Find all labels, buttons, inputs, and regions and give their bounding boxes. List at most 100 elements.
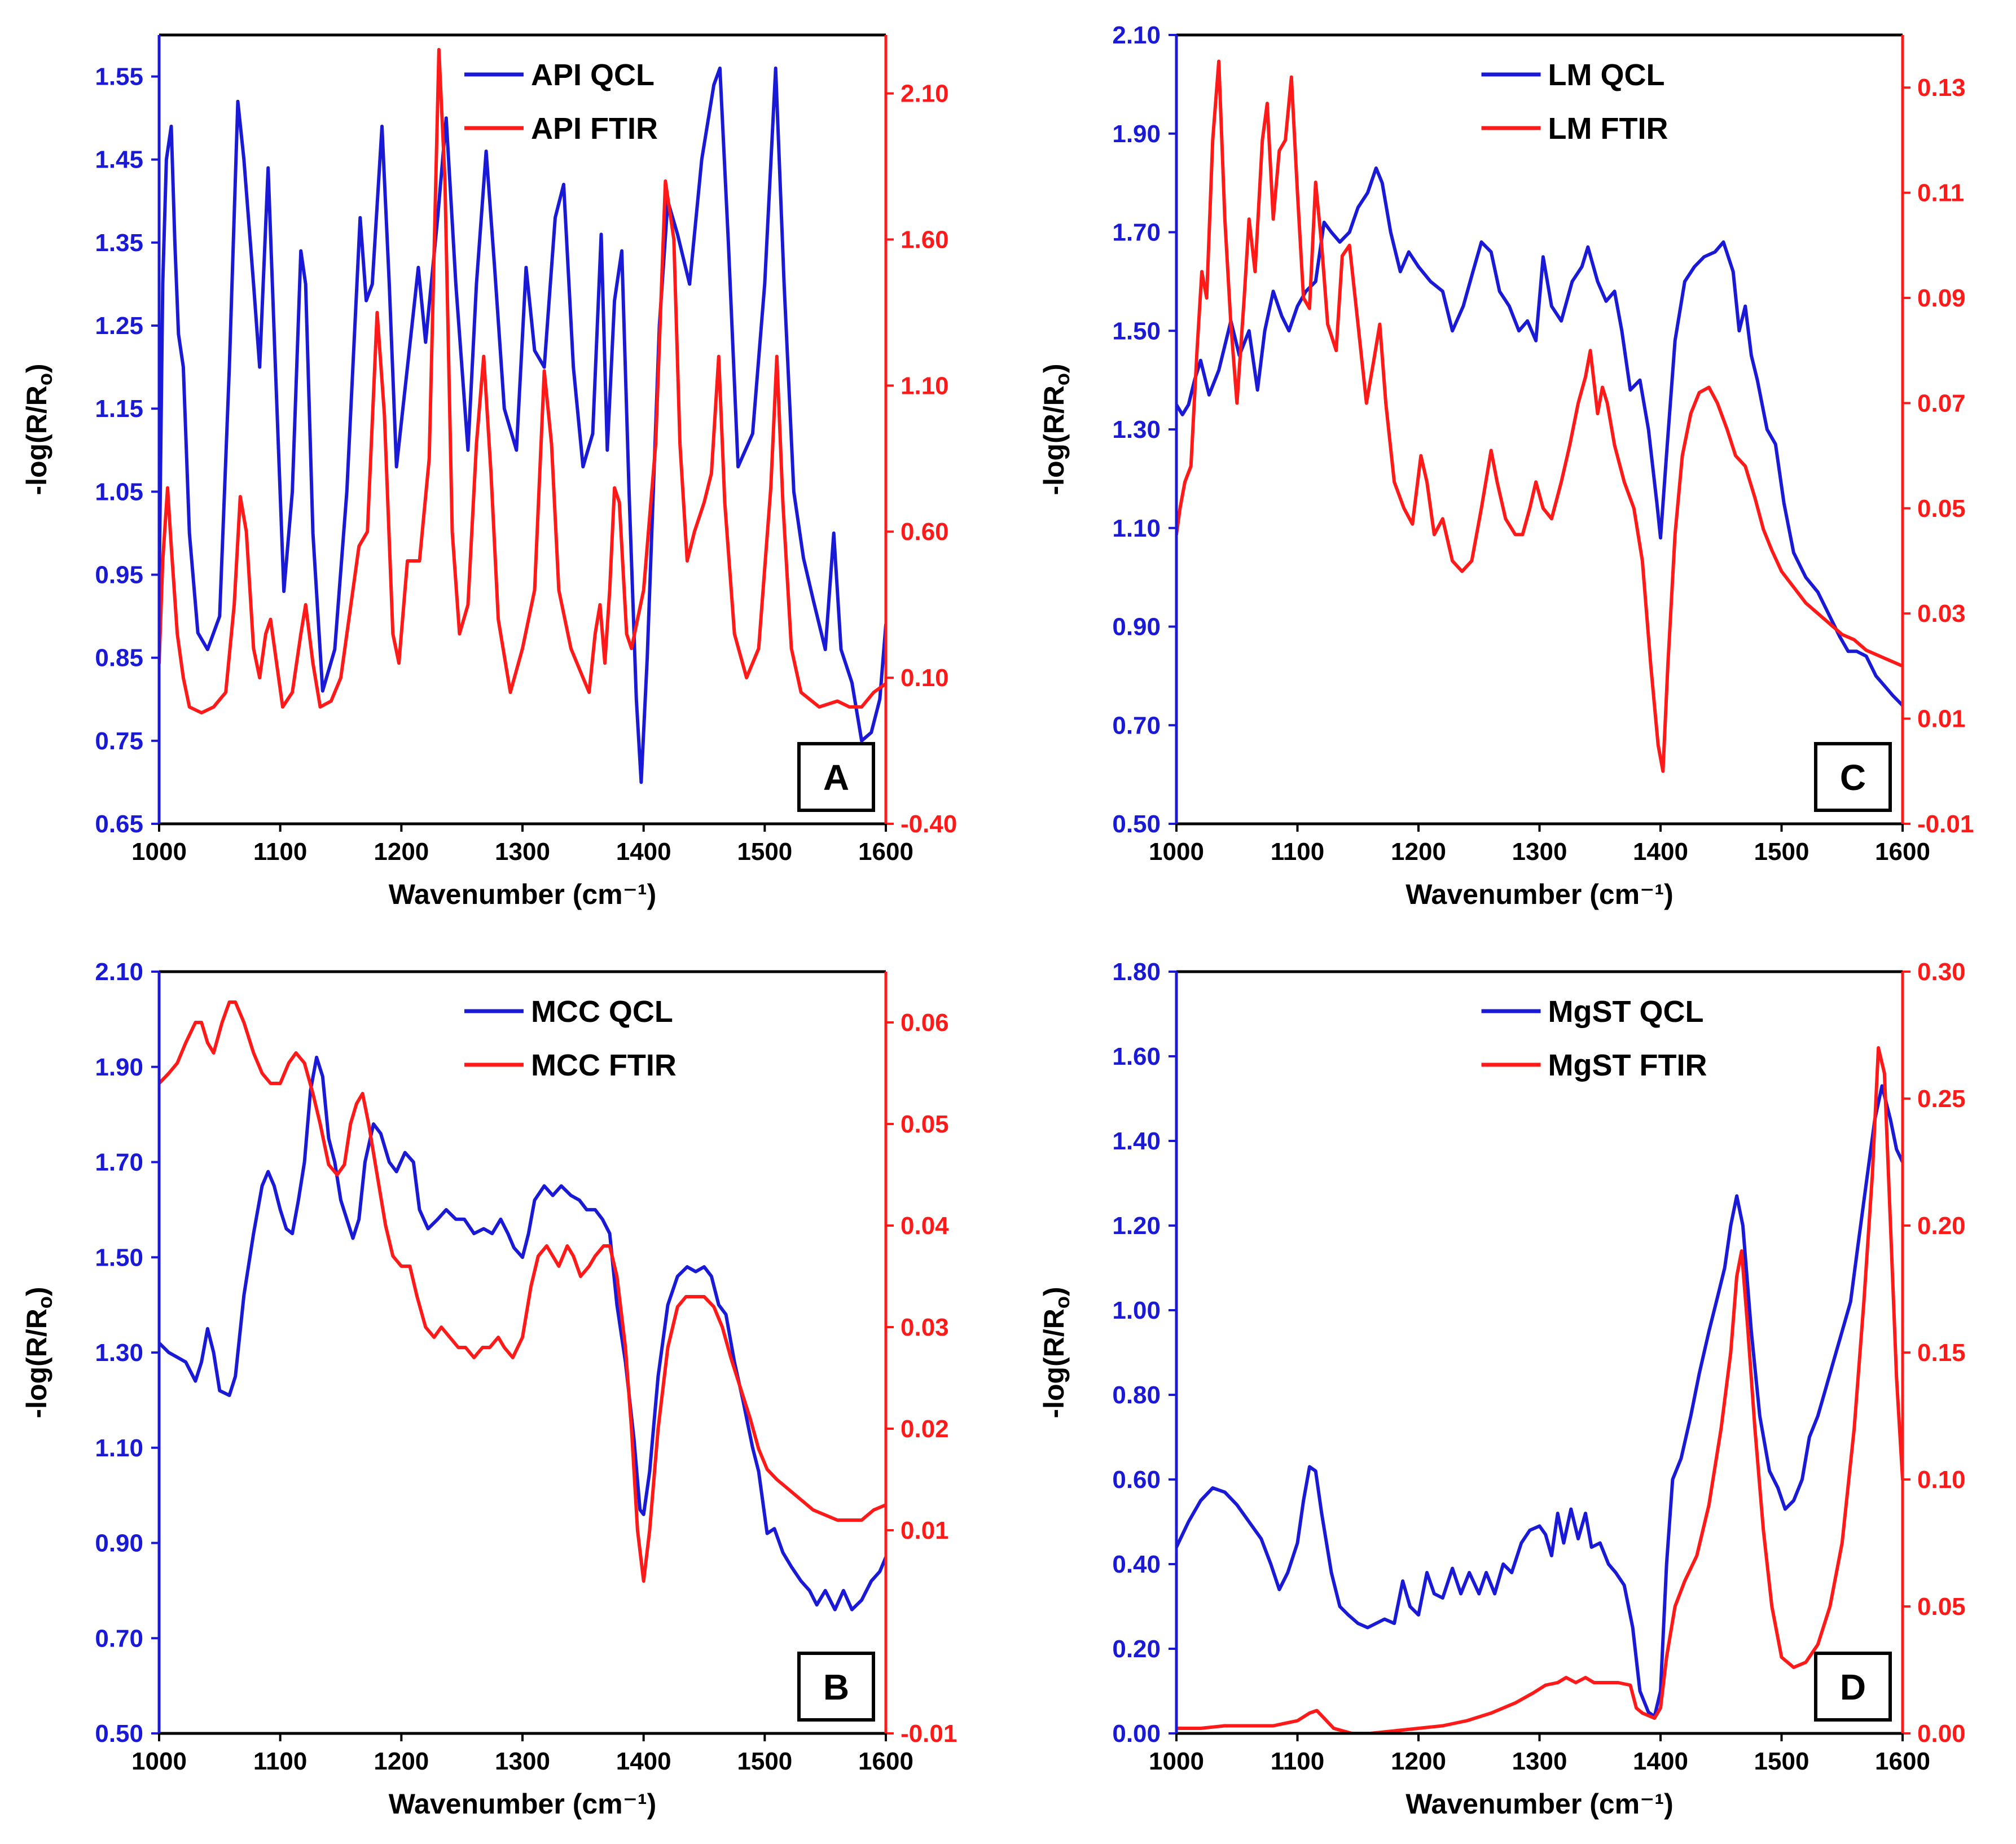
panel-b: 0.50 0.70 0.90 1.10 1.30 1.50 1.70 1.90 2.10 -0.0… <box>21 958 957 1820</box>
y-right-tick-label: 2.10 <box>901 80 949 108</box>
x-tick-label: 1400 <box>1633 1748 1688 1775</box>
x-tick-label: 1600 <box>1875 1748 1930 1775</box>
x-tick-label: 1000 <box>131 1748 187 1775</box>
series-line-c-qcl <box>1176 166 1903 708</box>
y-left-tick-label: 0.65 <box>95 810 143 838</box>
y-left-tick-label: 1.60 <box>1112 1043 1161 1070</box>
y-left-tick-label: 1.35 <box>95 229 143 257</box>
y-right-tick-label: 0.60 <box>901 518 949 546</box>
panel-c: 0.50 0.70 0.90 1.10 1.30 1.50 1.70 1.90 2.10 -0.0… <box>1038 21 1974 910</box>
y-left-tick-label: 1.40 <box>1112 1127 1161 1155</box>
x-tick-label: 1400 <box>616 1748 671 1775</box>
legend-label-ftir: LM FTIR <box>1548 112 1668 146</box>
x-tick-label: 1100 <box>253 1748 307 1775</box>
y-right-tick-label: 0.05 <box>1917 495 1966 523</box>
legend-label-ftir: API FTIR <box>531 112 658 146</box>
x-tick-label: 1000 <box>1149 838 1204 866</box>
x-tick-label: 1000 <box>1149 1748 1204 1775</box>
x-axis-title: Wavenumber (cm⁻¹) <box>1406 1788 1674 1820</box>
y-left-tick-label: 0.90 <box>1112 613 1161 641</box>
x-tick-label: 1300 <box>495 1748 550 1775</box>
y-left-tick-label: 1.50 <box>95 1244 143 1271</box>
panel-letter-box <box>797 1652 875 1722</box>
y-axis-title: -log(R/Ro) <box>21 363 56 495</box>
y-right-tick-label: 1.10 <box>901 372 949 399</box>
y-right-tick-label: 0.00 <box>1917 1720 1966 1748</box>
y-left-tick-label: 1.55 <box>95 63 143 91</box>
y-left-tick-label: 1.70 <box>1112 219 1161 247</box>
y-left-tick-label: 1.20 <box>1112 1212 1161 1240</box>
y-left-tick-label: 0.20 <box>1112 1635 1161 1663</box>
panel-letter-box <box>1814 1652 1892 1722</box>
y-left-tick-label: 1.90 <box>95 1053 143 1081</box>
legend-label-qcl: MCC QCL <box>531 995 673 1029</box>
x-tick-label: 1500 <box>1754 838 1809 866</box>
panel-letter: D <box>1840 1667 1866 1707</box>
series-line-c-ftir <box>1176 59 1903 773</box>
y-left-tick-label: 0.50 <box>1112 810 1161 838</box>
x-tick-label: 1100 <box>1271 838 1324 866</box>
x-tick-label: 1500 <box>1754 1748 1809 1775</box>
legend-label-ftir: MgST FTIR <box>1548 1048 1707 1082</box>
x-axis-title: Wavenumber (cm⁻¹) <box>1406 879 1674 910</box>
panel-d: 0.00 0.20 0.40 0.60 0.80 1.00 1.20 1.40 1.60 1.80… <box>1038 958 1966 1820</box>
legend-label-qcl: MgST QCL <box>1548 995 1704 1029</box>
y-right-tick-label: -0.40 <box>901 810 957 838</box>
y-right-tick-label: 0.01 <box>1917 705 1966 733</box>
y-right-tick-label: 0.04 <box>901 1212 949 1240</box>
legend-label-ftir: MCC FTIR <box>531 1048 677 1082</box>
y-left-tick-label: 1.10 <box>95 1434 143 1462</box>
y-left-tick-label: 1.90 <box>1112 120 1161 148</box>
x-tick-label: 1200 <box>1391 838 1446 866</box>
y-left-tick-label: 1.15 <box>95 395 143 423</box>
y-left-tick-label: 0.70 <box>95 1625 143 1652</box>
series-line-a-qcl <box>159 66 886 784</box>
y-left-tick-label: 1.00 <box>1112 1297 1161 1324</box>
series-line-d-qcl <box>1176 1084 1903 1718</box>
y-right-tick-label: 0.07 <box>1917 389 1966 417</box>
y-right-tick-label: 0.30 <box>1917 958 1966 986</box>
x-tick-label: 1600 <box>1875 838 1930 866</box>
x-tick-label: 1600 <box>858 1748 913 1775</box>
x-tick-label: 1500 <box>737 838 792 866</box>
x-tick-label: 1200 <box>374 838 429 866</box>
y-left-tick-label: 1.05 <box>95 478 143 506</box>
x-tick-label: 1600 <box>858 838 913 866</box>
y-right-tick-label: 0.06 <box>901 1009 949 1037</box>
y-right-tick-label: 0.20 <box>1917 1212 1966 1240</box>
panel-letter-box <box>797 742 875 812</box>
y-axis-title: -log(R/Ro) <box>1038 1287 1074 1418</box>
x-tick-label: 1200 <box>374 1748 429 1775</box>
x-tick-label: 1400 <box>1633 838 1688 866</box>
series-line-b-qcl <box>159 1055 886 1612</box>
x-axis-title: Wavenumber (cm⁻¹) <box>389 879 657 910</box>
y-left-tick-label: 1.70 <box>95 1149 143 1176</box>
x-tick-label: 1300 <box>1512 838 1567 866</box>
legend-label-qcl: LM QCL <box>1548 58 1665 92</box>
y-left-tick-label: 1.45 <box>95 146 143 174</box>
y-right-tick-label: 0.11 <box>1917 179 1964 207</box>
series-line-b-ftir <box>159 1000 886 1583</box>
panel-letter: A <box>823 757 849 798</box>
y-right-tick-label: 0.05 <box>1917 1593 1966 1621</box>
y-axis-title: -log(R/Ro) <box>1038 363 1074 495</box>
x-tick-label: 1000 <box>131 838 187 866</box>
panel-letter-box <box>1814 742 1892 812</box>
y-right-tick-label: 0.03 <box>1917 600 1966 627</box>
x-tick-label: 1100 <box>253 838 307 866</box>
panel-a: 0.65 0.75 0.85 0.95 1.05 1.15 1.25 1.35 1.45 1.55… <box>21 33 957 910</box>
y-right-tick-label: 0.01 <box>901 1517 949 1544</box>
y-right-tick-label: -0.01 <box>1917 810 1974 838</box>
series-line-d-ftir <box>1176 1046 1903 1733</box>
x-tick-label: 1400 <box>616 838 671 866</box>
y-right-tick-label: 0.09 <box>1917 284 1966 312</box>
x-tick-label: 1200 <box>1391 1748 1446 1775</box>
y-left-tick-label: 0.50 <box>95 1720 143 1748</box>
y-left-tick-label: 0.95 <box>95 561 143 589</box>
y-right-tick-label: 0.13 <box>1917 74 1966 102</box>
x-tick-label: 1300 <box>495 838 550 866</box>
y-left-tick-label: 2.10 <box>95 958 143 986</box>
y-left-tick-label: 1.50 <box>1112 317 1161 345</box>
y-right-tick-label: -0.01 <box>901 1720 957 1748</box>
y-left-tick-label: 1.10 <box>1112 515 1161 542</box>
